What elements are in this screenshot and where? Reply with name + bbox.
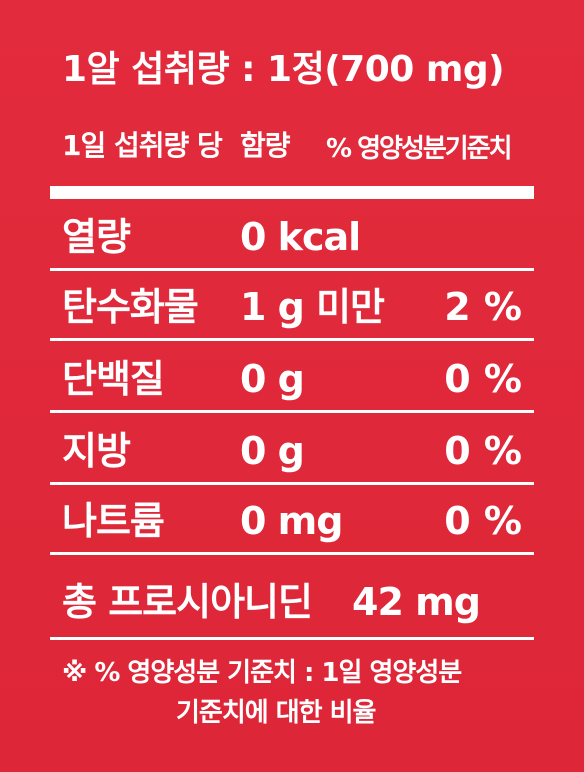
row-divider [50,268,534,271]
nutrient-amount-sodium: 0 mg [240,499,343,543]
row-divider [50,482,534,485]
row-divider [50,410,534,413]
nutrient-name-calories: 열량 [62,215,131,259]
footnote-line-2: 기준치에 대한 비율 [176,698,376,728]
nutrient-amount-carbohydrate: 1 g 미만 [240,285,385,329]
extra-nutrient-amount: 42 mg [352,580,481,624]
row-divider [50,338,534,341]
footnote-line-1: ※ % 영양성분 기준치 : 1일 영양성분 [62,658,462,688]
extra-nutrient-name: 총 프로시아니딘 [62,580,313,624]
header-content: 함량 [240,129,291,162]
serving-size: 1알 섭취량 : 1정(700 mg) [62,49,505,90]
nutrient-name-carbohydrate: 탄수화물 [62,285,199,329]
nutrient-percent-carbohydrate: 2 % [444,285,522,329]
thick-divider [50,186,534,199]
nutrient-amount-fat: 0 g [240,429,305,473]
nutrient-name-fat: 지방 [62,429,131,473]
nutrient-amount-protein: 0 g [240,357,305,401]
header-per-serving: 1일 섭취량 당 [62,129,223,162]
row-divider [50,552,534,555]
header-daily-value: % 영양성분기준치 [326,134,513,164]
nutrient-name-protein: 단백질 [62,357,165,401]
nutrient-percent-sodium: 0 % [444,499,522,543]
nutrient-percent-fat: 0 % [444,429,522,473]
nutrient-name-sodium: 나트륨 [62,499,165,543]
nutrient-percent-protein: 0 % [444,357,522,401]
nutrient-amount-calories: 0 kcal [240,215,361,259]
footer-divider [50,637,534,640]
